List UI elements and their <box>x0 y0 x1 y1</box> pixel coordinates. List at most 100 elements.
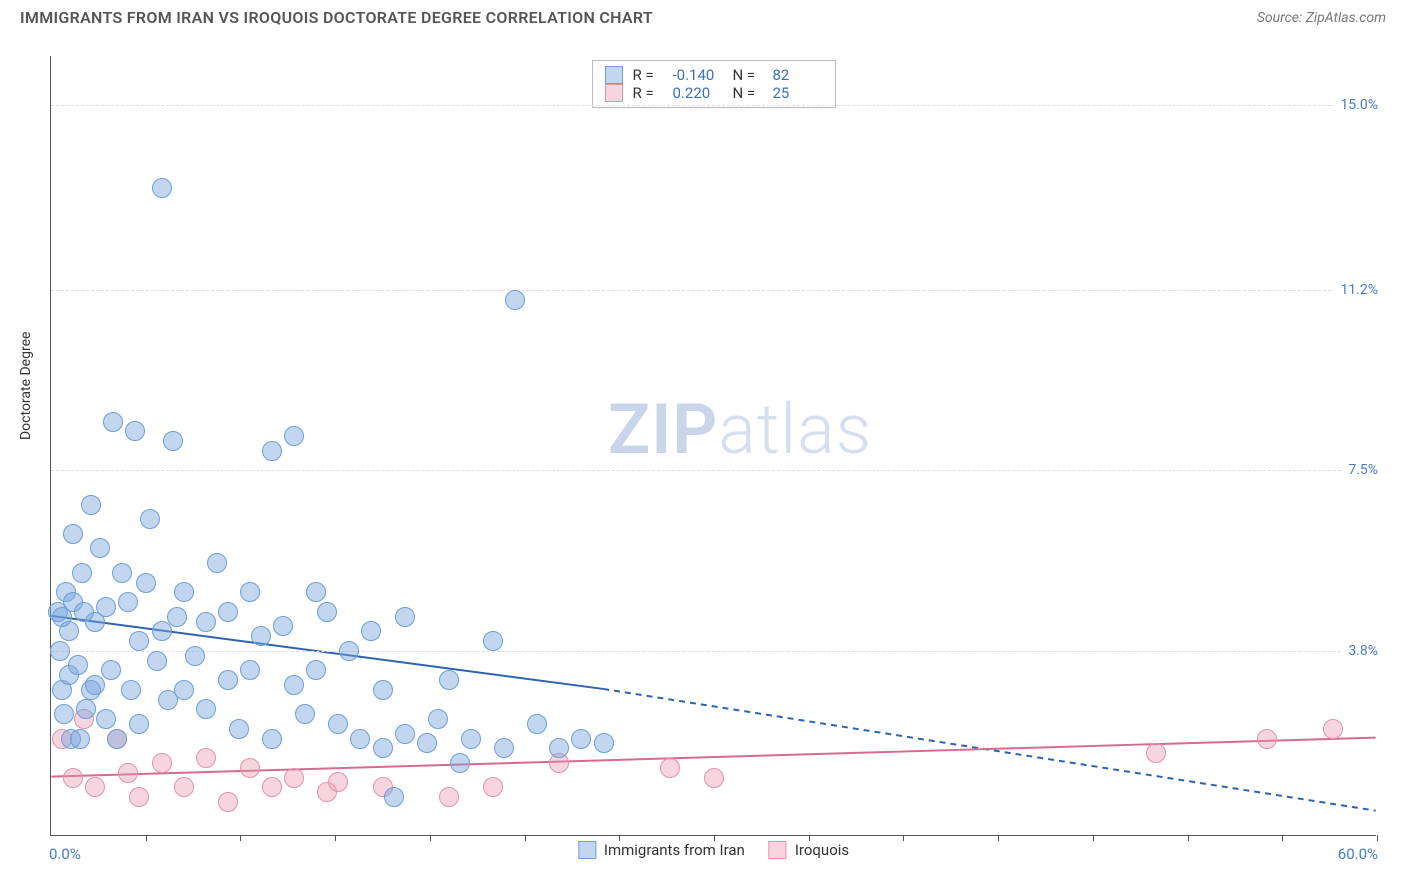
x-tick <box>903 835 904 841</box>
gridline <box>51 290 1376 291</box>
data-point <box>395 724 415 744</box>
data-point <box>483 631 503 651</box>
data-point <box>240 758 260 778</box>
data-point <box>704 768 724 788</box>
data-point <box>96 597 116 617</box>
data-point <box>118 592 138 612</box>
data-point <box>494 738 514 758</box>
gridline <box>51 470 1376 471</box>
data-point <box>295 704 315 724</box>
pink-n-value: 25 <box>773 84 823 102</box>
data-point <box>207 553 227 573</box>
x-tick <box>146 835 147 841</box>
data-point <box>174 777 194 797</box>
data-point <box>90 538 110 558</box>
legend-item-pink: Iroquois <box>769 841 849 859</box>
blue-r-value: -0.140 <box>673 66 723 84</box>
data-point <box>571 729 591 749</box>
pink-swatch <box>769 841 787 859</box>
data-point <box>140 509 160 529</box>
data-point <box>96 709 116 729</box>
data-point <box>54 704 74 724</box>
legend-item-blue: Immigrants from Iran <box>578 841 745 859</box>
x-tick <box>998 835 999 841</box>
data-point <box>1323 719 1343 739</box>
data-point <box>328 772 348 792</box>
data-point <box>103 412 123 432</box>
r-label: R = <box>633 84 663 102</box>
data-point <box>85 675 105 695</box>
data-point <box>306 582 326 602</box>
data-point <box>218 602 238 622</box>
data-point <box>163 431 183 451</box>
watermark: ZIPatlas <box>608 389 872 471</box>
data-point <box>417 733 437 753</box>
data-point <box>240 660 260 680</box>
data-point <box>660 758 680 778</box>
blue-n-value: 82 <box>773 66 823 84</box>
data-point <box>1146 743 1166 763</box>
data-point <box>70 729 90 749</box>
data-point <box>121 680 141 700</box>
data-point <box>63 768 83 788</box>
x-tick <box>714 835 715 841</box>
y-tick-label: 3.8% <box>1342 643 1378 659</box>
x-tick <box>525 835 526 841</box>
gridline <box>51 651 1376 652</box>
bottom-legend: Immigrants from Iran Iroquois <box>578 841 849 859</box>
data-point <box>306 660 326 680</box>
data-point <box>384 787 404 807</box>
chart-title: IMMIGRANTS FROM IRAN VS IROQUOIS DOCTORA… <box>20 8 653 27</box>
data-point <box>147 651 167 671</box>
data-point <box>450 753 470 773</box>
data-point <box>68 655 88 675</box>
legend-label-blue: Immigrants from Iran <box>604 841 745 859</box>
y-tick-label: 15.0% <box>1334 97 1378 113</box>
data-point <box>112 563 132 583</box>
data-point <box>101 660 121 680</box>
y-axis-label: Doctorate Degree <box>18 332 34 440</box>
data-point <box>284 675 304 695</box>
data-point <box>118 763 138 783</box>
data-point <box>72 563 92 583</box>
source-label: Source: ZipAtlas.com <box>1257 10 1386 26</box>
data-point <box>50 641 70 661</box>
data-point <box>505 290 525 310</box>
data-point <box>76 699 96 719</box>
data-point <box>251 626 271 646</box>
trend-lines-svg <box>51 56 1376 835</box>
legend-label-pink: Iroquois <box>795 841 849 859</box>
data-point <box>373 680 393 700</box>
data-point <box>185 646 205 666</box>
gridline <box>51 105 1376 106</box>
pink-swatch <box>605 84 623 102</box>
x-axis-min-label: 0.0% <box>49 845 81 863</box>
x-tick <box>1093 835 1094 841</box>
data-point <box>63 524 83 544</box>
x-tick <box>809 835 810 841</box>
data-point <box>129 714 149 734</box>
data-point <box>594 733 614 753</box>
pink-r-value: 0.220 <box>673 84 723 102</box>
data-point <box>373 738 393 758</box>
data-point <box>461 729 481 749</box>
y-tick-label: 11.2% <box>1334 282 1378 298</box>
data-point <box>395 607 415 627</box>
data-point <box>196 699 216 719</box>
blue-swatch <box>605 66 623 84</box>
data-point <box>439 787 459 807</box>
x-tick <box>1377 835 1378 841</box>
x-tick <box>335 835 336 841</box>
data-point <box>428 709 448 729</box>
data-point <box>284 768 304 788</box>
data-point <box>527 714 547 734</box>
data-point <box>273 616 293 636</box>
data-point <box>361 621 381 641</box>
data-point <box>1257 729 1277 749</box>
chart-plot-area: ZIPatlas R = -0.140 N = 82 R = 0.220 N =… <box>50 56 1376 836</box>
data-point <box>439 670 459 690</box>
data-point <box>196 612 216 632</box>
data-point <box>549 738 569 758</box>
data-point <box>136 573 156 593</box>
y-tick-label: 7.5% <box>1342 462 1378 478</box>
